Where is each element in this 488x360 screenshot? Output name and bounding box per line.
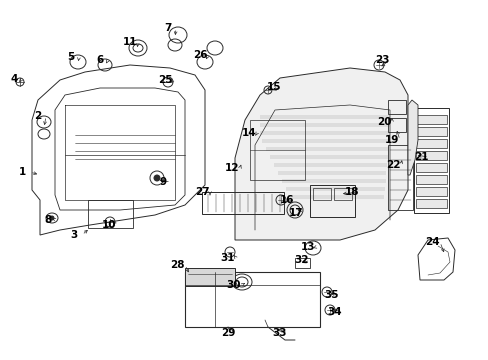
Polygon shape <box>407 100 417 175</box>
Text: 33: 33 <box>272 328 286 338</box>
Text: 30: 30 <box>226 280 241 290</box>
Circle shape <box>50 216 54 220</box>
Text: 5: 5 <box>67 52 75 62</box>
Circle shape <box>154 175 160 181</box>
Bar <box>415 187 446 196</box>
Bar <box>202 192 284 214</box>
Text: 3: 3 <box>70 230 78 240</box>
Bar <box>309 185 354 217</box>
Text: 28: 28 <box>169 260 184 270</box>
Bar <box>415 151 446 160</box>
Text: 9: 9 <box>159 177 166 187</box>
Bar <box>184 272 319 327</box>
Text: 25: 25 <box>158 75 172 85</box>
Text: 29: 29 <box>221 328 235 338</box>
Bar <box>415 139 446 148</box>
Bar <box>312 188 330 200</box>
Bar <box>415 199 446 208</box>
Bar <box>387 100 405 114</box>
Bar <box>333 188 351 200</box>
Text: 20: 20 <box>376 117 390 127</box>
Text: 35: 35 <box>324 290 339 300</box>
Text: 17: 17 <box>288 208 303 218</box>
Text: 19: 19 <box>384 135 398 145</box>
Text: 8: 8 <box>44 215 52 225</box>
Text: 26: 26 <box>192 50 207 60</box>
Bar <box>415 127 446 136</box>
Bar <box>184 268 235 286</box>
Text: 34: 34 <box>327 307 342 317</box>
Text: 10: 10 <box>102 220 116 230</box>
Text: 1: 1 <box>19 167 25 177</box>
Text: 24: 24 <box>424 237 438 247</box>
Bar <box>415 115 446 124</box>
Text: 14: 14 <box>241 128 256 138</box>
Text: 11: 11 <box>122 37 137 47</box>
Text: 21: 21 <box>413 152 427 162</box>
Text: 12: 12 <box>224 163 239 173</box>
Text: 31: 31 <box>220 253 235 263</box>
Text: 16: 16 <box>279 195 294 205</box>
Polygon shape <box>235 68 407 240</box>
Bar <box>415 163 446 172</box>
Text: 22: 22 <box>385 160 400 170</box>
Text: 18: 18 <box>344 187 359 197</box>
Text: 15: 15 <box>266 82 281 92</box>
Bar <box>88 200 133 228</box>
Text: 27: 27 <box>194 187 209 197</box>
Text: 6: 6 <box>96 55 103 65</box>
Bar <box>413 108 448 213</box>
Text: 4: 4 <box>10 74 18 84</box>
Text: 23: 23 <box>374 55 388 65</box>
Bar <box>387 118 405 132</box>
Bar <box>415 175 446 184</box>
Bar <box>249 120 305 180</box>
Bar <box>387 145 412 210</box>
Text: 7: 7 <box>164 23 171 33</box>
Text: 13: 13 <box>300 242 315 252</box>
Text: 2: 2 <box>34 111 41 121</box>
Text: 32: 32 <box>294 255 308 265</box>
Bar <box>294 258 309 268</box>
